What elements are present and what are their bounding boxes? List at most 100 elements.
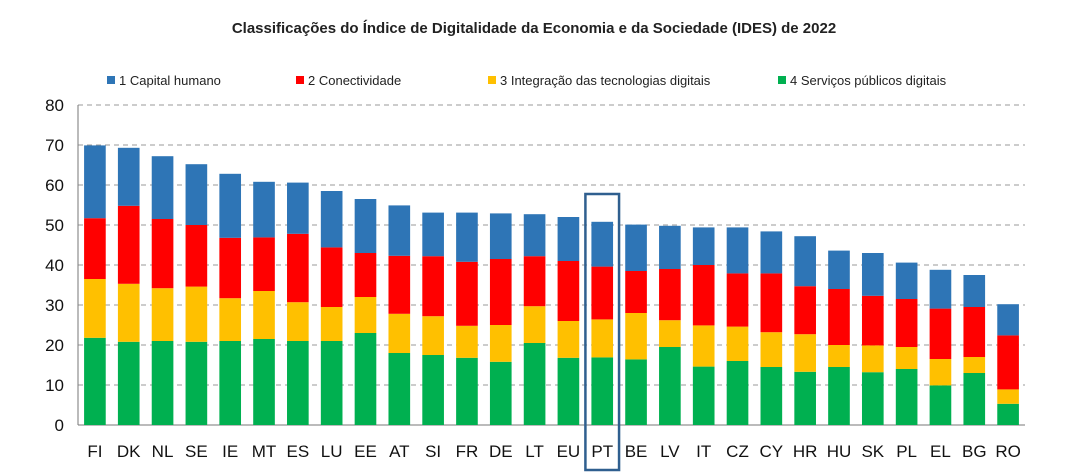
bar-nl-series-1 <box>151 341 174 425</box>
bar-fr-series-3 <box>456 261 478 326</box>
legend-swatch-2 <box>296 76 304 84</box>
bar-si-series-4 <box>422 212 444 257</box>
x-tick-label-mt: MT <box>252 442 277 461</box>
bar-nl-series-4 <box>151 156 174 219</box>
bar-de-series-3 <box>489 259 512 325</box>
bar-nl-series-3 <box>151 219 174 289</box>
bar-bg-series-2 <box>963 357 986 373</box>
bar-hr-series-4 <box>794 236 816 287</box>
bar-ro-series-3 <box>997 335 1019 390</box>
bar-dk-series-4 <box>117 147 140 206</box>
bar-de-series-4 <box>489 213 512 259</box>
bar-it-series-2 <box>692 325 715 367</box>
bar-eu-series-1 <box>557 357 580 425</box>
x-tick-label-lt: LT <box>525 442 544 461</box>
bar-nl-series-2 <box>151 288 174 341</box>
bar-sk-series-4 <box>861 253 884 296</box>
bar-fr-series-4 <box>456 212 478 262</box>
bar-eu-series-4 <box>557 217 580 261</box>
bar-cy-series-3 <box>760 273 783 333</box>
bar-cy-series-1 <box>760 367 783 425</box>
bar-pt-series-1 <box>591 357 614 425</box>
bar-hr-series-1 <box>794 371 816 425</box>
y-tick-label-10: 10 <box>45 376 64 395</box>
bar-fi-series-3 <box>84 218 106 279</box>
bar-be-series-3 <box>625 271 647 313</box>
bar-be-series-1 <box>625 359 647 425</box>
bar-ro-series-4 <box>997 304 1019 336</box>
bar-fr-series-1 <box>456 357 478 425</box>
y-tick-label-70: 70 <box>45 136 64 155</box>
bar-se-series-1 <box>185 341 208 425</box>
x-tick-label-at: AT <box>389 442 409 461</box>
x-axis: FI DK NL SE IE MT ES LU EE AT SI FR DE LT EU PT BE LV IT CZ… <box>87 442 1020 461</box>
legend-swatch-4 <box>778 76 786 84</box>
bar-cz-series-3 <box>726 273 749 327</box>
y-tick-label-20: 20 <box>45 336 64 355</box>
bar-it-series-4 <box>692 227 715 265</box>
bar-hu-series-4 <box>828 250 850 289</box>
x-tick-label-lu: LU <box>321 442 343 461</box>
x-tick-label-pl: PL <box>896 442 917 461</box>
legend: 1 Capital humano 2 Conectividade 3 Integra… <box>107 73 947 88</box>
bar-cy-series-2 <box>760 332 783 367</box>
bar-hu-series-2 <box>828 345 850 367</box>
x-tick-label-hu: HU <box>827 442 852 461</box>
x-tick-label-be: BE <box>625 442 648 461</box>
bar-el-series-2 <box>929 359 952 386</box>
x-tick-label-eu: EU <box>557 442 581 461</box>
bar-se-series-3 <box>185 225 208 287</box>
bar-eu-series-2 <box>557 321 580 358</box>
bar-de-series-2 <box>489 325 512 362</box>
bar-si-series-3 <box>422 256 444 317</box>
bar-cz-series-1 <box>726 361 749 425</box>
bar-lu-series-4 <box>320 191 343 248</box>
x-tick-label-si: SI <box>425 442 441 461</box>
bar-pt-series-3 <box>591 266 614 320</box>
x-tick-label-ro: RO <box>995 442 1021 461</box>
bar-se-series-4 <box>185 164 208 225</box>
bar-sk-series-1 <box>861 372 884 425</box>
bar-si-series-2 <box>422 316 444 355</box>
bar-ro-series-2 <box>997 389 1019 404</box>
y-tick-label-80: 80 <box>45 96 64 115</box>
bar-ie-series-3 <box>219 237 242 299</box>
bar-lu-series-2 <box>320 307 343 341</box>
x-tick-label-ee: EE <box>354 442 377 461</box>
legend-swatch-3 <box>488 76 496 84</box>
x-tick-label-lv: LV <box>660 442 680 461</box>
bar-sk-series-2 <box>861 345 884 373</box>
bar-cz-series-4 <box>726 227 749 274</box>
bar-mt-series-4 <box>253 181 275 238</box>
x-tick-label-sk: SK <box>861 442 884 461</box>
bar-ro-series-1 <box>997 403 1019 425</box>
highlight-box-pt <box>584 192 621 472</box>
bar-es-series-4 <box>287 182 309 234</box>
bar-it-series-1 <box>692 366 715 425</box>
bar-lv-series-4 <box>659 225 681 269</box>
bar-pt-series-4 <box>591 221 614 267</box>
bar-lt-series-4 <box>523 214 546 257</box>
bar-pl-series-4 <box>895 262 918 299</box>
x-tick-label-de: DE <box>489 442 513 461</box>
x-tick-label-nl: NL <box>152 442 174 461</box>
bar-mt-series-2 <box>253 291 275 339</box>
legend-label-2: 2 Conectividade <box>308 73 401 88</box>
x-tick-label-pt: PT <box>591 442 613 461</box>
y-tick-label-60: 60 <box>45 176 64 195</box>
bar-sk-series-3 <box>861 295 884 346</box>
bar-dk-series-2 <box>117 283 140 342</box>
x-tick-label-es: ES <box>286 442 309 461</box>
x-tick-label-se: SE <box>185 442 208 461</box>
bar-bg-series-1 <box>963 373 986 425</box>
bar-el-series-4 <box>929 269 952 309</box>
bar-lt-series-1 <box>523 343 546 425</box>
y-tick-label-30: 30 <box>45 296 64 315</box>
bar-ie-series-2 <box>219 298 242 341</box>
bar-at-series-1 <box>388 353 411 425</box>
x-tick-label-it: IT <box>696 442 711 461</box>
legend-label-1: 1 Capital humano <box>119 73 221 88</box>
bar-fi-series-4 <box>84 145 106 219</box>
bar-fi-series-2 <box>84 279 106 338</box>
bar-fr-series-2 <box>456 325 478 358</box>
